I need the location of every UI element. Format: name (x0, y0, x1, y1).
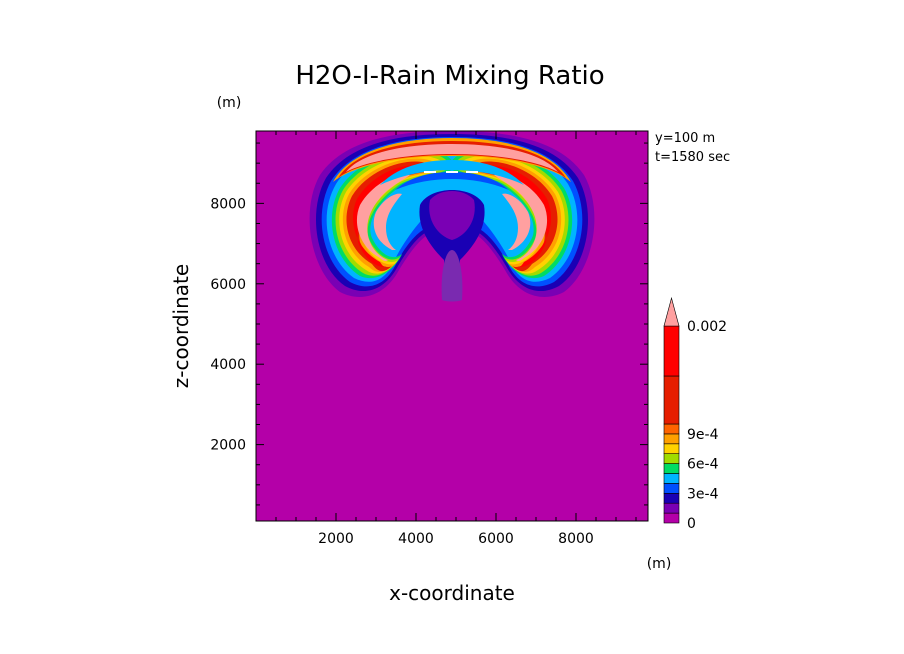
colorbar-bin (663, 423, 680, 435)
y-unit-label: (m) (217, 95, 242, 111)
contour-band (441, 250, 463, 302)
colorbar-bin (663, 453, 680, 464)
info-line-1: y=100 m (655, 131, 715, 146)
y-axis: 2000 4000 6000 8000 (210, 142, 648, 506)
colorbar-tick-label: 3e-4 (687, 486, 719, 502)
colorbar-bin (663, 443, 680, 454)
y-tick-label: 4000 (210, 357, 246, 373)
plot-frame (255, 130, 649, 522)
colorbar: 0 3e-4 6e-4 9e-4 0.002 (663, 296, 727, 532)
y-axis-label: z-coordinate (169, 264, 193, 388)
contour-band (356, 174, 410, 262)
y-tick-label: 8000 (210, 196, 246, 212)
colorbar-bin (663, 502, 680, 514)
x-unit-label: (m) (647, 556, 672, 572)
x-axis: 2000 4000 6000 8000 (255, 131, 637, 547)
colorbar-bin (663, 483, 680, 494)
contour-band (380, 160, 524, 185)
y-tick-label: 6000 (210, 277, 246, 293)
colorbar-tick-label: 9e-4 (687, 427, 719, 443)
plot-area (255, 130, 649, 522)
x-axis-label: x-coordinate (389, 581, 515, 605)
colorbar-bin (663, 473, 680, 484)
x-tick-label: 8000 (558, 531, 594, 547)
colorbar-tick-label: 0.002 (687, 319, 727, 335)
colorbar-bin (663, 492, 680, 504)
x-tick-label: 4000 (398, 531, 434, 547)
colorbar-tick-label: 0 (687, 516, 696, 532)
contour-band (429, 191, 475, 240)
colorbar-bin (663, 433, 680, 445)
field-contours (309, 131, 595, 302)
info-line-2: t=1580 sec (655, 150, 730, 165)
colorbar-bin (663, 325, 680, 377)
contour-band (502, 193, 531, 250)
colorbar-bin (663, 512, 680, 524)
contour-band (494, 174, 548, 262)
colorbar-bin (663, 375, 680, 425)
contour-band (373, 193, 402, 250)
x-tick-label: 6000 (478, 531, 514, 547)
colorbar-extend-arrow (663, 296, 680, 327)
colorbar-bin (663, 463, 680, 474)
y-tick-label: 2000 (210, 438, 246, 454)
contour-band (395, 172, 509, 190)
x-tick-label: 2000 (318, 531, 354, 547)
contour-band (346, 144, 558, 172)
chart-title: H2O-I-Rain Mixing Ratio (295, 61, 604, 91)
colorbar-tick-label: 6e-4 (687, 457, 719, 473)
